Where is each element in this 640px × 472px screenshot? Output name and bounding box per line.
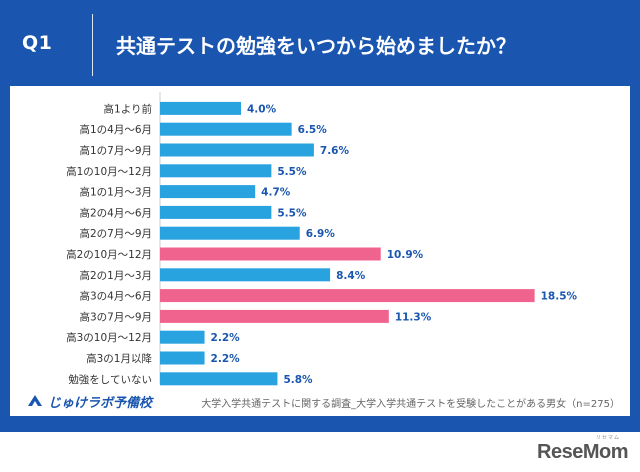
value-label: 4.0% bbox=[247, 103, 277, 115]
value-label: 11.3% bbox=[395, 311, 432, 323]
bar bbox=[160, 122, 292, 136]
logo-text: じゅけラボ予備校 bbox=[48, 395, 153, 411]
category-label: 高1の4月～6月 bbox=[79, 123, 152, 136]
value-label: 5.5% bbox=[277, 166, 307, 178]
bar bbox=[160, 247, 381, 261]
brand-name: ReseMom bbox=[537, 441, 628, 463]
value-label: 6.5% bbox=[298, 124, 328, 136]
category-label: 高3の4月～6月 bbox=[79, 290, 152, 303]
value-label: 8.4% bbox=[336, 270, 366, 282]
brand-logo: リセマム ReseMom bbox=[508, 434, 628, 464]
value-label: 2.2% bbox=[211, 332, 241, 344]
bar bbox=[160, 143, 314, 157]
category-label: 高3の7月～9月 bbox=[79, 310, 152, 323]
logo: じゅけラボ予備校 bbox=[26, 388, 186, 414]
bar bbox=[160, 226, 300, 240]
question-title: 共通テストの勉強をいつから始めましたか？ bbox=[116, 34, 516, 58]
bar bbox=[160, 268, 331, 282]
category-label: 高1の10月～12月 bbox=[66, 165, 152, 178]
bar bbox=[160, 205, 272, 219]
category-label: 勉強をしていない bbox=[68, 373, 152, 386]
bar bbox=[160, 351, 205, 365]
bar bbox=[160, 164, 272, 178]
value-label: 18.5% bbox=[541, 291, 578, 303]
category-label: 高2の1月～3月 bbox=[79, 269, 152, 282]
value-label: 5.5% bbox=[277, 207, 307, 219]
bar bbox=[160, 185, 256, 199]
bar bbox=[160, 330, 205, 344]
value-label: 10.9% bbox=[387, 249, 424, 261]
value-label: 5.8% bbox=[283, 374, 313, 386]
category-label: 高2の7月～9月 bbox=[79, 227, 152, 240]
question-number: Q1 bbox=[22, 32, 53, 54]
brand-ruby: リセマム bbox=[595, 435, 620, 441]
category-label: 高3の10月～12月 bbox=[66, 331, 152, 344]
value-label: 7.6% bbox=[320, 145, 350, 157]
category-label: 高1の1月～3月 bbox=[79, 186, 152, 199]
category-label: 高1より前 bbox=[104, 102, 152, 115]
header-divider bbox=[92, 14, 93, 76]
category-label: 高2の4月～6月 bbox=[79, 206, 152, 219]
bar bbox=[160, 372, 278, 386]
value-label: 6.9% bbox=[306, 228, 336, 240]
bar bbox=[160, 289, 535, 303]
category-label: 高3の1月以降 bbox=[86, 352, 152, 365]
category-label: 高2の10月～12月 bbox=[66, 248, 152, 261]
survey-note: 大学入学共通テストに関する調査_大学入学共通テストを受験したことがある男女（n=… bbox=[201, 399, 620, 410]
logo-mark-icon bbox=[28, 395, 42, 406]
bar bbox=[160, 309, 389, 323]
category-label: 高1の7月～9月 bbox=[79, 144, 152, 157]
bar-chart: 高1より前 4.0% 高1の4月～6月 6.5% 高1の7月～9月 7.6% 高1の10月～… bbox=[66, 92, 578, 386]
chart-panel: 高1より前 4.0% 高1の4月～6月 6.5% 高1の7月～9月 7.6% 高1の10月～… bbox=[10, 86, 630, 416]
value-label: 2.2% bbox=[211, 353, 241, 365]
value-label: 4.7% bbox=[261, 187, 291, 199]
bar bbox=[160, 101, 241, 115]
